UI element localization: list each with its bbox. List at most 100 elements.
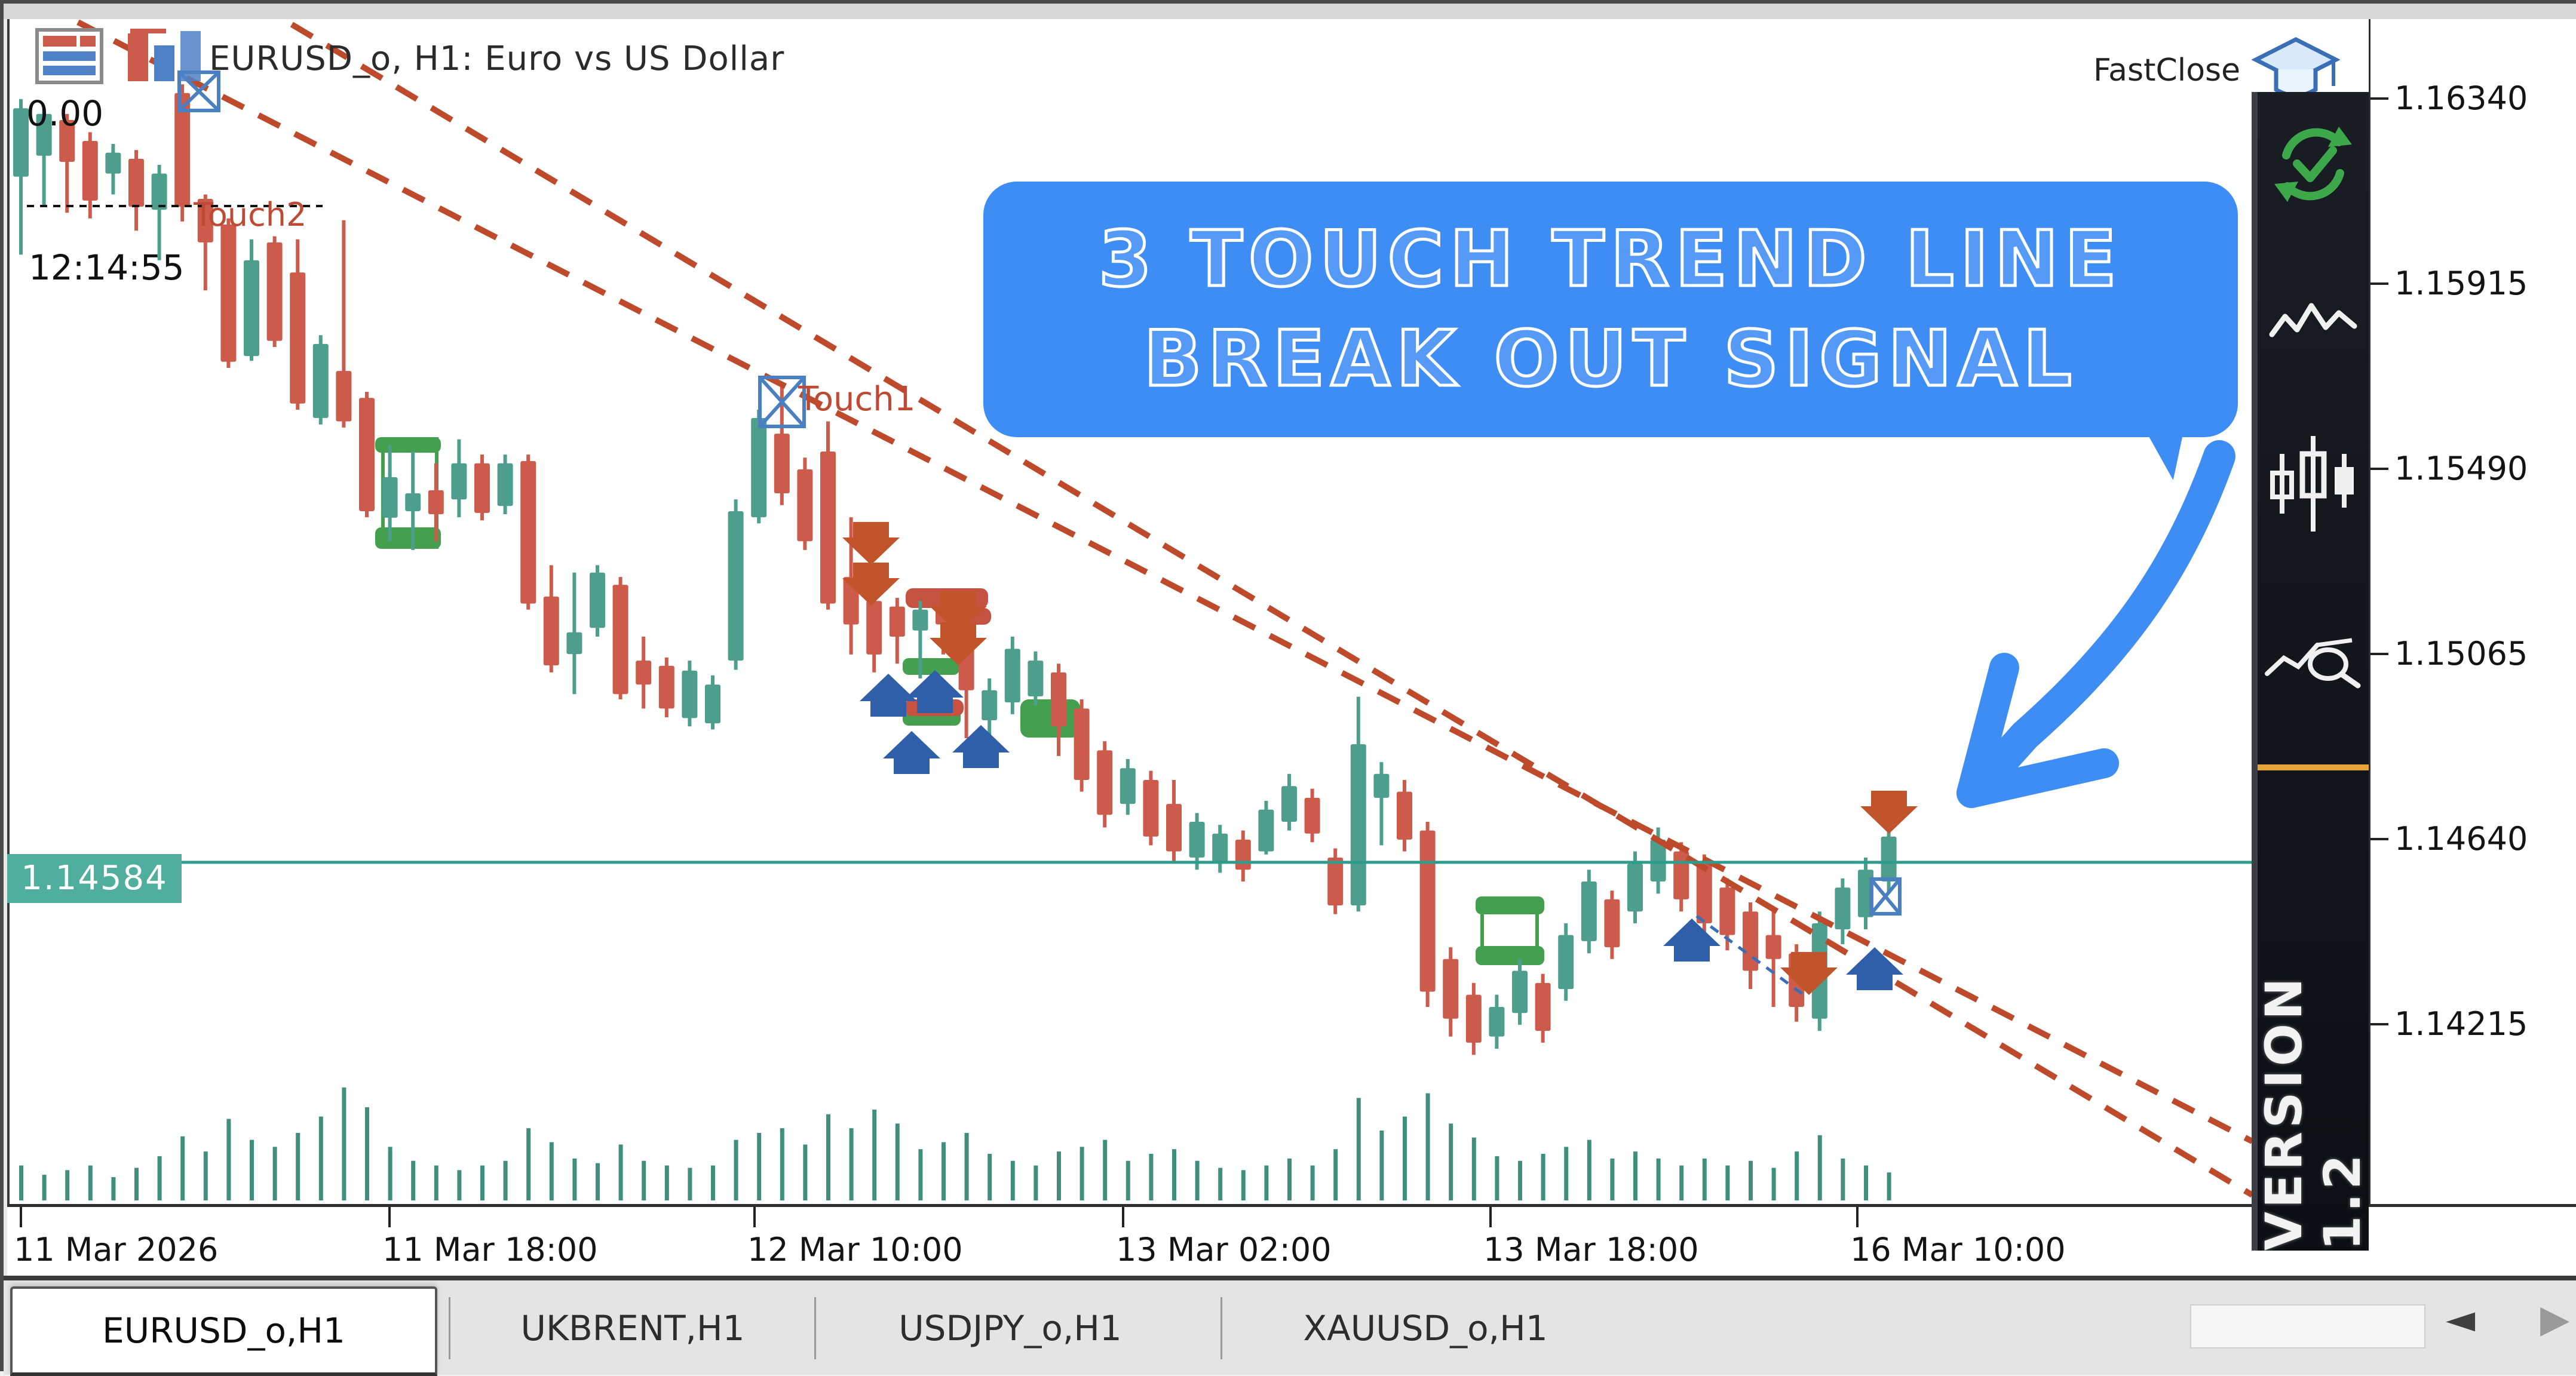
candle-body [1304, 797, 1320, 834]
tab-usdjpy-o-h1[interactable]: USDJPY_o,H1 [898, 1308, 1122, 1349]
candlesticks-icon[interactable] [2265, 430, 2361, 538]
candle-body [982, 690, 998, 721]
volume-bar [296, 1132, 300, 1200]
time-tick [1489, 1207, 1492, 1227]
zigzag-icon[interactable] [2268, 293, 2358, 346]
price-scale[interactable]: 1.16340 1.15915 1.15490 1.15065 1.14640 1.142… [2369, 19, 2576, 1204]
volume-bar [1771, 1168, 1776, 1200]
volume-bar [826, 1114, 830, 1200]
sidebar-divider [2258, 764, 2369, 770]
volume-bar [1887, 1172, 1891, 1200]
volume-bar [480, 1165, 484, 1200]
volume-bar [1010, 1160, 1015, 1200]
candle-body [797, 469, 813, 542]
price-tick [2370, 838, 2388, 840]
tab-ukbrent-h1[interactable]: UKBRENT,H1 [520, 1308, 745, 1349]
candle-body [451, 463, 467, 500]
tab-scroll-right-icon[interactable]: ▶ [2540, 1297, 2570, 1341]
candle-body [1581, 881, 1597, 941]
candle-body [428, 490, 444, 515]
volume-bar [526, 1128, 531, 1200]
chart-title: EURUSD_o, H1: Euro vs US Dollar [209, 39, 785, 78]
green-zone-bar [903, 658, 959, 675]
volume-bar [1172, 1149, 1176, 1200]
green-zone-line [1480, 896, 1484, 965]
trend-search-icon[interactable] [2262, 627, 2364, 693]
price-scale-label: 1.14640 [2394, 820, 2528, 858]
volume-bar [457, 1170, 462, 1200]
time-tick [1856, 1207, 1859, 1227]
orders-list-icon[interactable] [35, 27, 104, 85]
candle-body [1028, 661, 1044, 696]
volume-bar [157, 1156, 162, 1200]
tab-scrollbar-thumb[interactable] [2190, 1304, 2425, 1349]
volume-bar [1795, 1151, 1799, 1200]
volume-bar [1495, 1156, 1499, 1200]
up-arrow-icon [883, 731, 940, 774]
volume-bar [1449, 1123, 1453, 1200]
green-zone-bar [1476, 896, 1544, 914]
volume-bar [342, 1087, 346, 1200]
candle-body [290, 272, 306, 404]
price-scale-label: 1.14215 [2394, 1005, 2528, 1043]
tab-xauusd-o-h1[interactable]: XAUUSD_o,H1 [1303, 1308, 1548, 1349]
volume-bar [642, 1160, 646, 1200]
sync-check-icon[interactable] [2268, 113, 2358, 215]
current-price-tag: 1.14584 [7, 853, 182, 903]
hand-arrow-prong [1956, 748, 2119, 808]
volume-bar [318, 1116, 323, 1200]
time-tick [753, 1207, 756, 1227]
volume-bar [250, 1140, 254, 1200]
volume-bar [411, 1160, 416, 1200]
volume-bar [803, 1144, 808, 1200]
volume-bar [849, 1128, 854, 1200]
candle-body [1489, 1007, 1505, 1037]
time-axis-label: 13 Mar 02:00 [1116, 1231, 1332, 1268]
volume-bar [272, 1147, 277, 1200]
volume-bar [1587, 1140, 1591, 1200]
candle-body [105, 152, 121, 174]
candle-body [1765, 935, 1781, 959]
zero-level-label: 0.00 [26, 93, 104, 134]
volume-bar [1241, 1170, 1246, 1200]
candle-body [1350, 744, 1366, 906]
tab-eurusd-o-h1[interactable]: EURUSD_o,H1 [10, 1286, 437, 1376]
green-zone-bar [375, 437, 441, 453]
volume-bar [1333, 1149, 1338, 1200]
tab-separator [449, 1297, 450, 1359]
volume-bar [1864, 1165, 1868, 1200]
volume-bar [1656, 1158, 1661, 1200]
candle-body [1166, 804, 1182, 852]
candle-body [820, 452, 836, 604]
volume-bar [1126, 1160, 1130, 1200]
time-axis-label: 11 Mar 2026 [14, 1231, 219, 1268]
candle-body [497, 463, 513, 506]
candle-body [128, 158, 144, 207]
volume-bar [964, 1132, 969, 1200]
candle-body [751, 417, 767, 518]
candle-body [220, 224, 237, 362]
candlestick-chart[interactable] [10, 19, 2576, 1204]
candle-body [1743, 911, 1758, 971]
price-frame-icon [758, 376, 806, 428]
window-top-strip [4, 4, 2576, 19]
candle-body [1419, 830, 1436, 992]
volume-bar [1610, 1158, 1615, 1200]
candle-body [1443, 959, 1459, 1019]
time-axis-label: 12 Mar 10:00 [747, 1231, 963, 1268]
volume-bar [1218, 1168, 1223, 1200]
candle-body [520, 461, 536, 604]
volume-bar [549, 1142, 554, 1200]
time-axis[interactable]: 11 Mar 2026 11 Mar 18:00 12 Mar 10:00 13 Ma… [7, 1204, 2576, 1276]
candle-body [1097, 750, 1113, 815]
fastclose-indicator[interactable]: FastClose [2093, 35, 2341, 106]
volume-bar [711, 1165, 715, 1200]
tab-scroll-left-icon[interactable]: ◄ [2446, 1297, 2476, 1341]
volume-bar [65, 1170, 70, 1200]
volume-bar [1287, 1158, 1292, 1200]
banner-line-2: BREAK OUT SIGNAL [1142, 314, 2078, 406]
chart-shift-icon[interactable] [124, 27, 206, 87]
candle-body [566, 632, 582, 655]
down-arrow-icon [842, 563, 900, 606]
down-arrow-icon [1780, 952, 1838, 995]
